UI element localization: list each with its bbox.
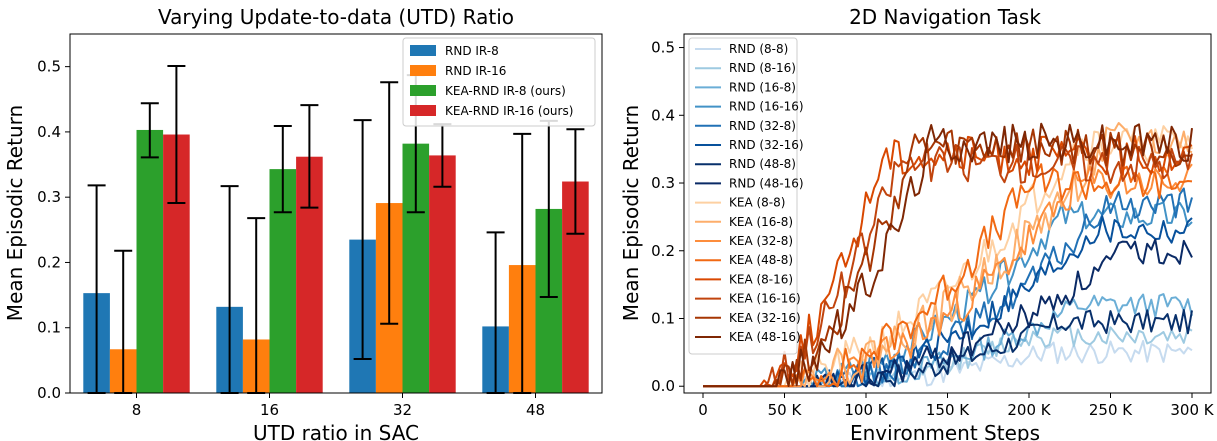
line-chart-ylabel: Mean Episodic Return <box>619 105 643 321</box>
bar-chart-title: Varying Update-to-data (UTD) Ratio <box>158 5 514 29</box>
line-chart-xlabel: Environment Steps <box>850 421 1040 441</box>
series-line <box>703 122 1193 388</box>
bar-chart-xlabel: UTD ratio in SAC <box>253 421 419 441</box>
legend-label: RND (48-16) <box>729 176 804 190</box>
series-line <box>703 163 1193 388</box>
legend-swatch <box>410 105 436 116</box>
legend-label: KEA (32-16) <box>729 311 801 325</box>
line-chart-title: 2D Navigation Task <box>849 5 1041 29</box>
y-tick-label: 0.3 <box>651 174 675 192</box>
legend-label: RND (32-16) <box>729 138 804 152</box>
bar-chart-ylabel: Mean Episodic Return <box>3 105 27 321</box>
y-tick-label: 0.0 <box>651 377 675 395</box>
x-tick-label: 100 K <box>844 401 888 419</box>
legend-label: RND (48-8) <box>729 157 796 171</box>
bar-legend <box>402 37 596 127</box>
legend-swatch <box>410 85 436 96</box>
y-tick-label: 0.4 <box>651 106 675 124</box>
line-legend <box>688 37 798 355</box>
x-tick-label: 200 K <box>1007 401 1051 419</box>
legend-label: KEA (48-8) <box>729 253 793 267</box>
legend-label: KEA (8-8) <box>729 196 785 210</box>
legend-label: KEA (8-16) <box>729 272 793 286</box>
x-tick-label: 300 K <box>1170 401 1214 419</box>
x-tick-label: 32 <box>393 401 412 419</box>
line-plot-area: 0.0 0.1 0.2 0.3 0.4 0.5 0 50 K 100 K 150 K 200 K 25… <box>651 33 1215 419</box>
legend-label: KEA (32-8) <box>729 234 793 248</box>
legend-label: RND IR-8 <box>445 44 499 58</box>
y-tick-label: 0.4 <box>37 123 61 141</box>
x-tick-label: 250 K <box>1089 401 1133 419</box>
legend-label: KEA (16-8) <box>729 215 793 229</box>
legend-swatch <box>410 45 436 56</box>
y-tick-label: 0.0 <box>37 384 61 402</box>
legend-swatch <box>410 65 436 76</box>
x-tick-label: 0 <box>698 401 708 419</box>
y-tick-label: 0.2 <box>651 242 675 260</box>
y-tick-label: 0.2 <box>37 253 61 271</box>
legend-label: RND (8-16) <box>729 61 796 75</box>
x-tick-label: 50 K <box>768 401 803 419</box>
bar-plot-frame <box>69 33 603 394</box>
y-tick-label: 0.3 <box>37 188 61 206</box>
legend-label: KEA-RND IR-16 (ours) <box>445 104 573 118</box>
legend-label: KEA (48-16) <box>729 330 801 344</box>
series-line <box>703 128 1193 388</box>
y-tick-label: 0.1 <box>651 309 675 327</box>
legend-label: KEA-RND IR-8 (ours) <box>445 84 566 98</box>
y-tick-label: 0.1 <box>37 319 61 337</box>
utd-bar-chart: Varying Update-to-data (UTD) Ratio UTD r… <box>3 5 603 441</box>
legend-label: RND IR-16 <box>445 64 506 78</box>
bar <box>429 155 456 393</box>
bar-plot-area: 0.0 0.1 0.2 0.3 0.4 0.5 8 16 32 48 RND IR-8 RND IR-… <box>37 33 603 419</box>
y-tick-label: 0.5 <box>651 39 675 57</box>
x-tick-label: 8 <box>132 401 142 419</box>
legend-label: RND (16-8) <box>729 80 796 94</box>
x-tick-label: 150 K <box>926 401 970 419</box>
x-tick-label: 16 <box>260 401 279 419</box>
y-tick-label: 0.5 <box>37 58 61 76</box>
legend-label: RND (16-16) <box>729 100 804 114</box>
legend-label: RND (8-8) <box>729 42 788 56</box>
legend-label: RND (32-8) <box>729 119 796 133</box>
bar <box>136 129 164 393</box>
legend-label: KEA (16-16) <box>729 292 801 306</box>
navigation-line-chart: 2D Navigation Task Environment Steps Mea… <box>619 5 1215 441</box>
x-tick-label: 48 <box>526 401 545 419</box>
